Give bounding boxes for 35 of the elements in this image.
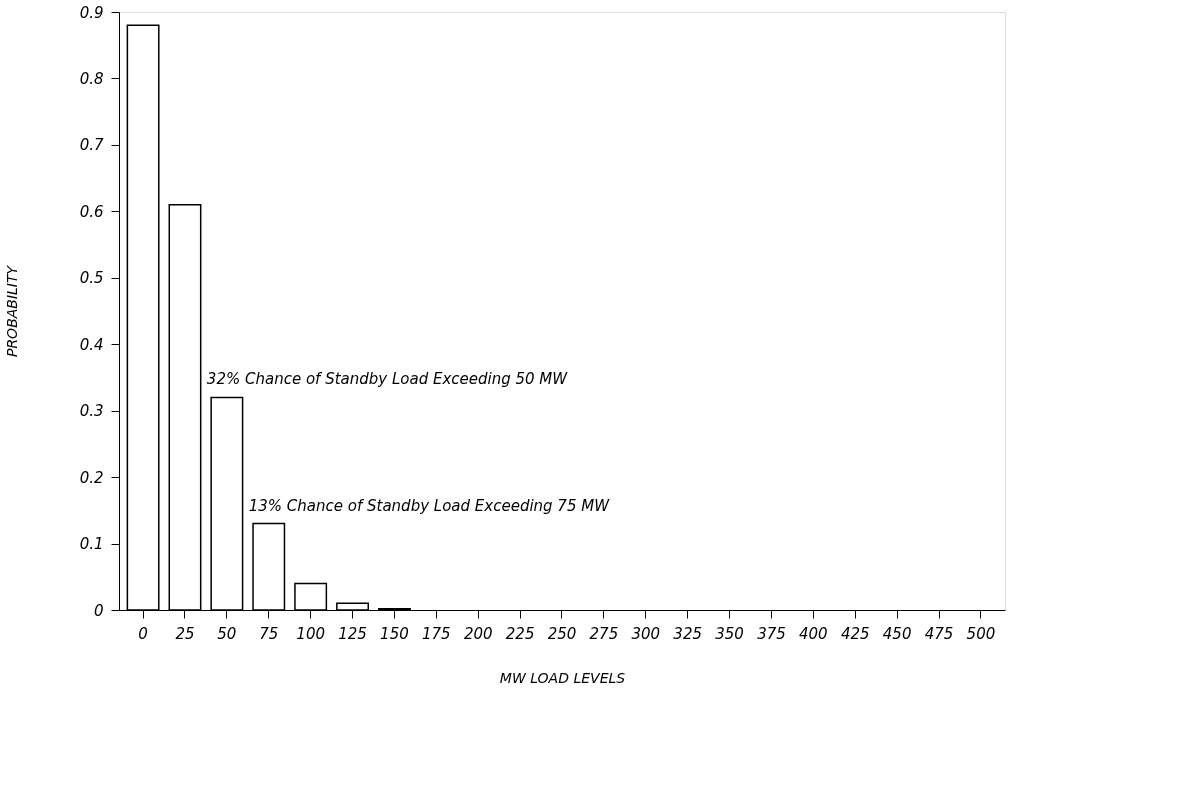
x-tick-label: 25 bbox=[175, 624, 195, 643]
annotation: 32% Chance of Standby Load Exceeding 50 MW bbox=[206, 370, 569, 389]
y-tick-label: 0.8 bbox=[79, 69, 104, 88]
y-tick-label: 0.1 bbox=[79, 535, 104, 554]
x-tick-label: 325 bbox=[673, 624, 702, 643]
y-tick-label: 0.3 bbox=[79, 402, 104, 421]
x-tick-label: 425 bbox=[840, 624, 870, 643]
x-tick-label: 350 bbox=[715, 624, 744, 643]
y-tick-label: 0.7 bbox=[79, 136, 104, 155]
x-tick-label: 275 bbox=[589, 624, 619, 643]
x-tick-label: 0 bbox=[138, 624, 148, 643]
x-tick-label: 375 bbox=[757, 624, 786, 643]
x-tick-label: 100 bbox=[296, 624, 325, 643]
x-tick-label: 300 bbox=[631, 624, 661, 643]
x-tick-label: 400 bbox=[799, 624, 828, 643]
x-tick-label: 75 bbox=[259, 624, 279, 643]
y-tick-label: 0.2 bbox=[79, 468, 104, 487]
x-tick-label: 50 bbox=[217, 624, 237, 643]
annotation: 13% Chance of Standby Load Exceeding 75 MW bbox=[248, 496, 611, 515]
x-axis-title: MW LOAD LEVELS bbox=[499, 669, 626, 686]
x-tick-label: 125 bbox=[338, 624, 367, 643]
x-tick-label: 500 bbox=[966, 624, 996, 643]
x-tick-label: 225 bbox=[505, 624, 535, 643]
y-tick-label: 0.4 bbox=[79, 335, 104, 354]
y-tick-label: 0.5 bbox=[79, 269, 104, 288]
x-tick-label: 200 bbox=[463, 624, 493, 643]
x-tick-label: 450 bbox=[882, 624, 912, 643]
y-tick-label: 0.9 bbox=[79, 3, 104, 22]
x-tick-label: 150 bbox=[380, 624, 409, 643]
y-axis-title: PROBABILITY bbox=[3, 264, 20, 358]
y-tick-label: 0.6 bbox=[79, 202, 104, 221]
x-tick-label: 250 bbox=[547, 624, 577, 643]
y-tick-label: 0 bbox=[93, 601, 104, 620]
x-tick-label: 175 bbox=[422, 624, 451, 643]
x-tick-label: 475 bbox=[924, 624, 954, 643]
